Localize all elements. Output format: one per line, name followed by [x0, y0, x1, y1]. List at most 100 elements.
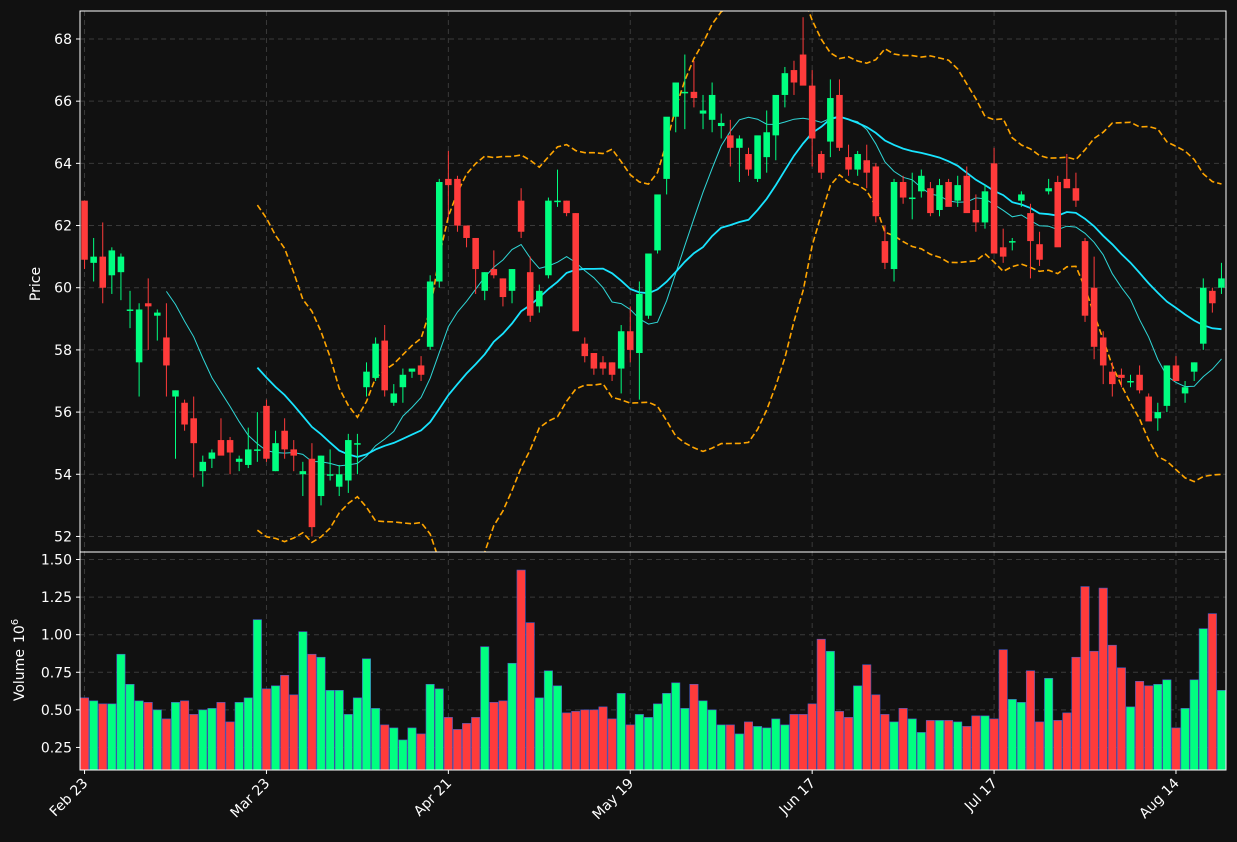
candle-body	[1036, 244, 1043, 260]
candle-body	[126, 309, 134, 311]
candle-body	[244, 449, 252, 465]
candle-body	[1109, 371, 1116, 385]
volume-bar	[289, 694, 299, 771]
volume-tick-label: 1.00	[41, 628, 72, 644]
candle-body	[190, 418, 197, 444]
candle-body	[1145, 396, 1152, 422]
volume-bar	[434, 688, 444, 771]
candle-body	[254, 449, 261, 451]
candle-body	[526, 272, 534, 316]
candle-body	[490, 269, 498, 276]
volume-bar	[116, 653, 126, 771]
volume-bar	[771, 718, 781, 771]
candle-body	[335, 474, 343, 487]
volume-bar	[598, 706, 608, 771]
candle-body	[81, 200, 88, 260]
volume-bar	[780, 724, 790, 771]
candle-body	[408, 368, 416, 372]
volume-tick-label: 0.25	[41, 740, 72, 756]
candle-body	[754, 135, 761, 179]
candle-body	[390, 393, 398, 403]
volume-bar	[316, 656, 326, 771]
candle-body	[708, 94, 716, 120]
candle-body	[963, 175, 971, 214]
candle-body	[790, 70, 798, 83]
candle-body	[681, 91, 689, 94]
candle-body	[117, 256, 125, 273]
volume-bar	[634, 714, 644, 771]
candle-body	[981, 191, 989, 223]
candle-body	[845, 157, 852, 170]
bollinger-bands	[256, 11, 1222, 552]
candle-body	[1063, 178, 1071, 189]
candle-body	[508, 269, 516, 291]
volume-bar	[498, 700, 508, 771]
candle-body	[108, 250, 116, 276]
candle-body	[144, 303, 152, 307]
volume-bar	[962, 726, 972, 771]
volume-bar	[798, 714, 808, 771]
volume-bar	[1098, 587, 1108, 771]
volume-bar	[343, 714, 353, 771]
volume-bar	[880, 714, 890, 771]
candle-body	[1099, 337, 1107, 366]
candle-body	[736, 138, 743, 148]
volume-axis-label: Volume	[12, 649, 28, 701]
candle-body	[827, 98, 834, 142]
volume-bar	[862, 664, 872, 771]
volume-bar	[143, 702, 153, 771]
volume-bar	[725, 724, 735, 771]
candle-body	[699, 110, 707, 114]
volume-bar	[816, 638, 826, 771]
volume-bar	[916, 732, 926, 771]
volume-bar	[298, 631, 308, 771]
volume-axis-title: Volume 106	[10, 619, 28, 701]
candle-body	[799, 54, 807, 86]
candle-body	[1218, 278, 1225, 288]
price-tick-label: 54	[54, 467, 72, 483]
candle-body	[463, 225, 470, 238]
candle-body	[1154, 412, 1162, 419]
volume-bar	[1071, 656, 1081, 771]
volume-bar	[1089, 650, 1099, 771]
candle-body	[1027, 213, 1034, 242]
volume-bar	[707, 709, 717, 771]
volume-bar	[1080, 586, 1090, 771]
candle-body	[672, 82, 680, 117]
volume-bar	[1044, 677, 1054, 771]
volume-bar	[907, 718, 917, 771]
volume-bar	[1126, 706, 1135, 771]
candle-body	[772, 94, 780, 136]
volume-bar	[152, 709, 162, 771]
volume-axis-base: 10	[12, 625, 28, 643]
volume-tick-label: 1.50	[41, 553, 72, 569]
candle-body	[454, 178, 461, 226]
volume-bar	[398, 739, 408, 771]
volume-bar	[853, 685, 863, 771]
volume-bar	[643, 717, 653, 771]
candle-body	[472, 237, 479, 270]
price-tick-label: 62	[54, 219, 72, 235]
volume-bar	[1171, 727, 1181, 771]
volume-bar	[325, 690, 335, 771]
volume-bar	[216, 702, 226, 771]
volume-bar	[971, 715, 981, 771]
candle-body	[972, 209, 980, 223]
price-tick-label: 60	[54, 281, 72, 297]
candle-body	[99, 256, 107, 288]
volume-bar	[507, 662, 517, 771]
candle-body	[608, 362, 616, 375]
candle-body	[399, 374, 407, 388]
volume-bar	[1053, 720, 1063, 771]
volume-bar	[553, 685, 562, 771]
candle-body	[781, 73, 789, 95]
candle-body	[199, 461, 207, 472]
volume-bar	[616, 693, 626, 771]
candle-body	[1045, 188, 1052, 192]
candle-body	[1190, 362, 1198, 372]
volume-bar	[889, 721, 899, 771]
volume-bar	[1062, 712, 1072, 771]
bollinger-upper-line	[256, 11, 1222, 419]
candle-body	[226, 440, 234, 453]
candle-body	[863, 160, 871, 173]
